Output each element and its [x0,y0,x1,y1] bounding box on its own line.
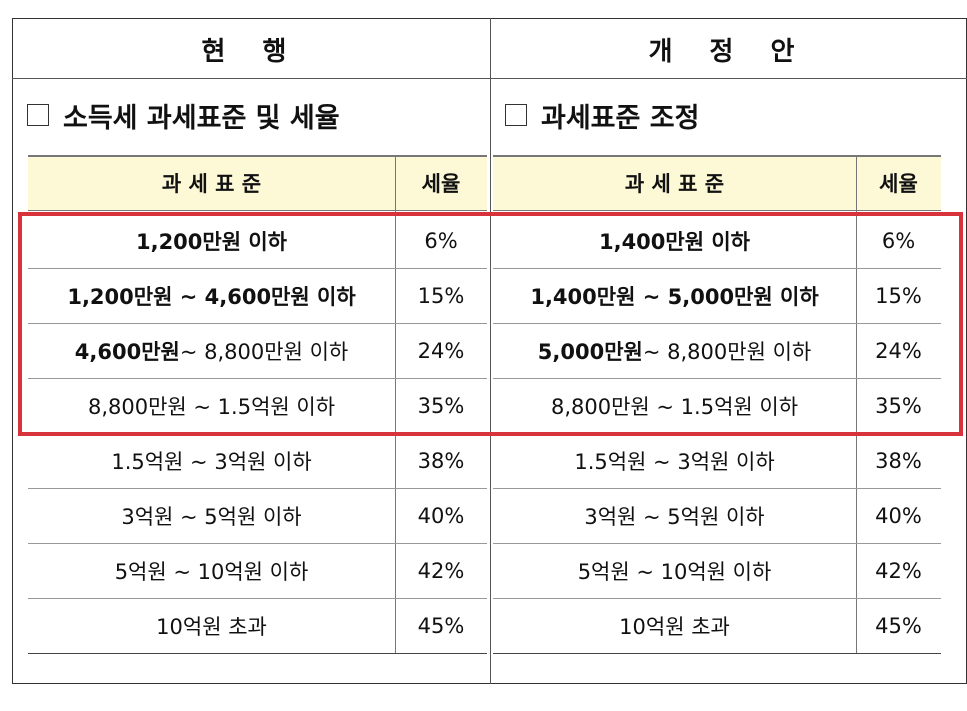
row-rule [493,488,941,489]
checkbox [505,104,527,126]
range-cell: 1.5억원 ~ 3억원 이하 [493,433,856,488]
rate-cell: 38% [875,448,922,473]
range-text: 10억원 초과 [619,614,730,639]
range-text: 10억원 초과 [156,614,267,639]
row-rule [493,543,941,544]
range-cell: 1,200만원 ~ 4,600만원 이하 [28,268,395,323]
range-cell: 8,800만원 ~ 1.5억원 이하 [28,378,395,433]
rate-cell: 24% [417,338,465,363]
range-text: ~ 8,800만원 이하 [642,339,812,364]
table-header-cell: 과 세 표 준 [624,172,725,196]
table-header-cell: 세율 [421,172,461,196]
section-text: 소득세 과세표준 및 세율 [63,102,340,134]
rate-cell: 15% [875,283,922,308]
rate-cell: 6% [424,228,458,253]
rate-cell: 45% [417,613,465,638]
section-title: 과세표준 조정 [505,82,967,148]
column-rule [856,155,857,653]
row-rule [493,598,941,599]
table-header-cell: 세율 [879,172,918,196]
range-cell: 10억원 초과 [28,598,395,653]
column-divider [490,18,491,684]
range-text: 1.5억원 ~ 3억원 이하 [574,449,775,474]
rate-cell: 38% [417,448,465,473]
range-text: 8,800만원 ~ 1.5억원 이하 [87,394,336,419]
rate-cell: 35% [417,393,465,418]
range-bold: 4,600만원 [74,339,180,364]
range-text: 5억원 ~ 10억원 이하 [577,559,772,584]
table-header-bg [28,155,487,211]
range-cell: 1,400만원 ~ 5,000만원 이하 [493,268,856,323]
header-rule [12,78,967,79]
rate-cell: 40% [417,503,465,528]
rate-cell: 40% [875,503,922,528]
checkbox [27,104,49,126]
range-cell: 3억원 ~ 5억원 이하 [28,488,395,543]
row-rule [28,653,487,654]
range-cell: 4,600만원 ~ 8,800만원 이하 [28,323,395,378]
rate-cell: 15% [417,283,465,308]
range-cell: 5,000만원 ~ 8,800만원 이하 [493,323,856,378]
range-text: ~ 8,800만원 이하 [179,339,349,364]
range-bold: 1,400만원 이하 [598,229,750,254]
table-header-bg [493,155,941,211]
range-cell: 8,800만원 ~ 1.5억원 이하 [493,378,856,433]
range-text: 5억원 ~ 10억원 이하 [114,559,309,584]
section-title: 소득세 과세표준 및 세율 [27,82,490,148]
range-bold: 5,000만원 [537,339,643,364]
highlight-box [18,212,963,436]
rate-cell: 6% [881,228,916,253]
range-bold: 1,200만원 이하 [135,229,287,254]
range-text: 3억원 ~ 5억원 이하 [121,504,302,529]
range-text: 3억원 ~ 5억원 이하 [584,504,765,529]
column-rule [395,155,396,653]
row-rule [493,268,941,269]
rate-cell: 45% [875,613,922,638]
row-rule [28,598,487,599]
row-rule [493,653,941,654]
range-cell: 3억원 ~ 5억원 이하 [493,488,856,543]
table-header-cell: 과 세 표 준 [161,172,262,196]
range-cell: 1,200만원 이하 [28,213,395,268]
range-cell: 1.5억원 ~ 3억원 이하 [28,433,395,488]
range-cell: 5억원 ~ 10억원 이하 [28,543,395,598]
row-rule [28,323,487,324]
row-rule [28,543,487,544]
rate-cell: 42% [875,558,922,583]
row-rule [493,323,941,324]
rate-cell: 24% [875,338,922,363]
column-header: 현 행 [201,36,301,67]
range-cell: 5억원 ~ 10억원 이하 [493,543,856,598]
range-bold: 1,200만원 ~ 4,600만원 이하 [67,284,356,309]
range-text: 1.5억원 ~ 3억원 이하 [111,449,312,474]
rate-cell: 35% [875,393,922,418]
range-bold: 1,400만원 ~ 5,000만원 이하 [530,284,819,309]
section-text: 과세표준 조정 [541,102,700,134]
row-rule [28,488,487,489]
range-cell: 10억원 초과 [493,598,856,653]
range-cell: 1,400만원 이하 [493,213,856,268]
column-header: 개 정 안 [648,36,809,67]
rate-cell: 42% [417,558,465,583]
range-text: 8,800만원 ~ 1.5억원 이하 [550,394,799,419]
row-rule [493,378,941,379]
row-rule [28,268,487,269]
row-rule [28,378,487,379]
